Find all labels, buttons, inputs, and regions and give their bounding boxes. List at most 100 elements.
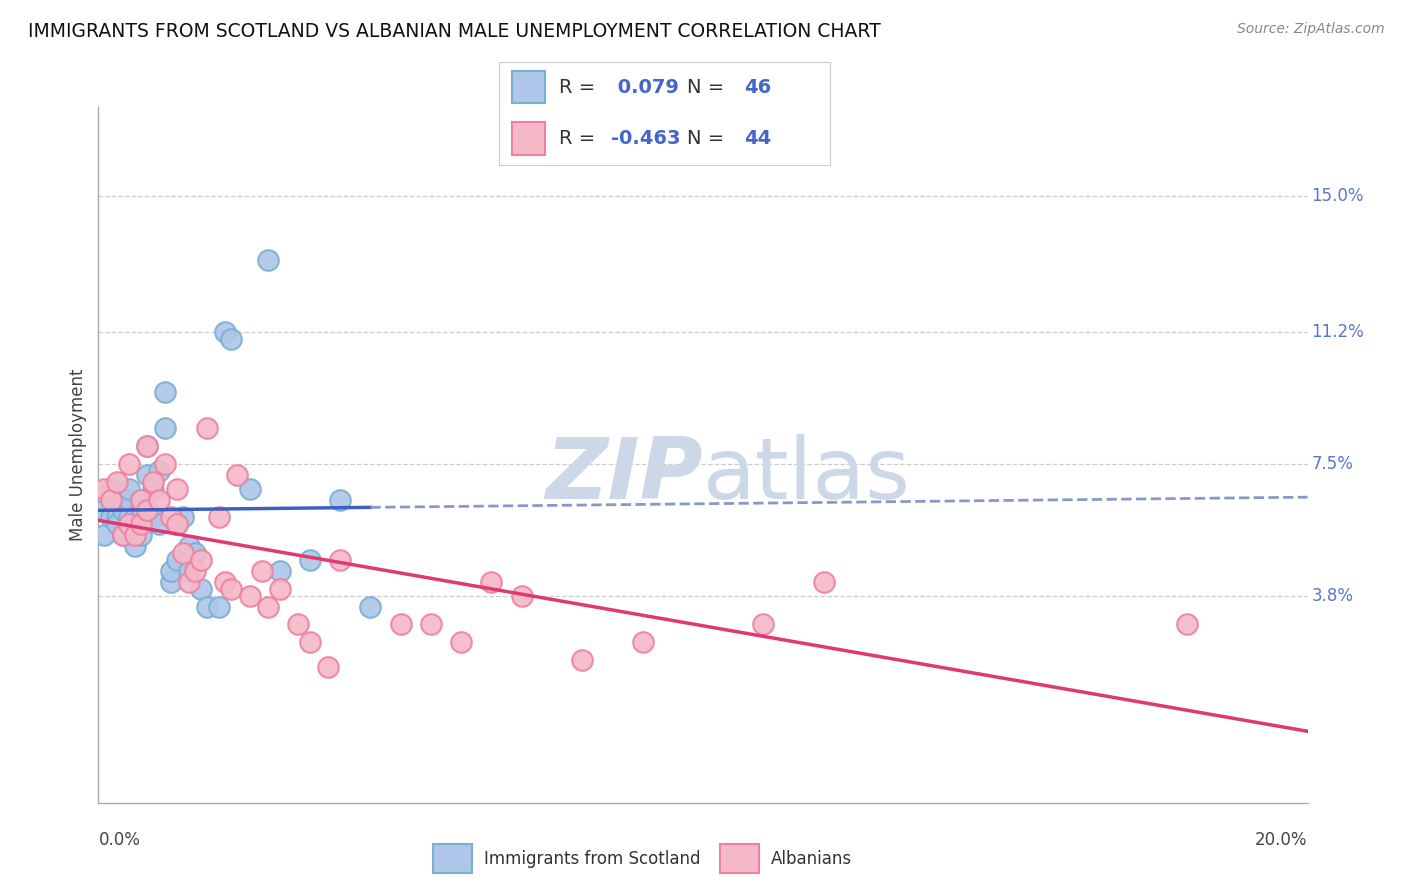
Point (124, 539, 146, 553)
Point (160, 510, 183, 524)
Point (160, 564, 183, 578)
Point (93, 503, 115, 517)
Point (166, 553, 188, 567)
Point (153, 457, 176, 471)
Point (214, 574, 236, 589)
Point (269, 564, 291, 578)
Point (195, 599, 218, 614)
Point (752, 617, 775, 632)
Point (100, 482, 122, 496)
Point (481, 574, 503, 589)
Point (118, 457, 141, 471)
Text: Source: ZipAtlas.com: Source: ZipAtlas.com (1237, 22, 1385, 37)
Y-axis label: Male Unemployment: Male Unemployment (69, 368, 87, 541)
Point (450, 635, 472, 649)
Point (93, 482, 115, 496)
Point (118, 492, 141, 507)
Point (316, 660, 339, 674)
Point (172, 510, 194, 524)
Point (118, 482, 141, 496)
Text: N =: N = (688, 78, 731, 97)
Point (148, 492, 170, 507)
Point (329, 492, 352, 507)
Point (129, 517, 152, 532)
Point (419, 617, 441, 632)
Bar (512, 122, 546, 155)
Point (124, 510, 146, 524)
Point (177, 574, 201, 589)
Text: R =: R = (558, 129, 602, 148)
Point (153, 421, 176, 435)
Text: -0.463: -0.463 (612, 129, 681, 148)
Point (177, 564, 201, 578)
Point (221, 582, 243, 596)
Text: atlas: atlas (703, 434, 911, 517)
Point (148, 464, 170, 478)
Bar (720, 844, 759, 873)
Point (250, 564, 273, 578)
Point (105, 517, 128, 532)
Point (118, 517, 141, 532)
Text: 15.0%: 15.0% (1312, 187, 1364, 205)
Point (124, 521, 146, 535)
Point (118, 517, 141, 532)
Point (148, 517, 170, 532)
Point (190, 553, 212, 567)
Point (135, 467, 157, 482)
Point (184, 564, 207, 578)
Point (142, 510, 165, 524)
Point (166, 482, 188, 496)
Point (166, 517, 188, 532)
Point (100, 492, 122, 507)
Point (329, 553, 352, 567)
Point (239, 589, 262, 603)
Point (105, 475, 128, 489)
Point (184, 546, 207, 560)
Point (190, 582, 212, 596)
Text: 20.0%: 20.0% (1256, 830, 1308, 848)
Point (510, 589, 533, 603)
Point (299, 553, 322, 567)
Point (100, 510, 122, 524)
Point (221, 332, 243, 346)
Point (195, 421, 218, 435)
Point (142, 482, 165, 496)
Point (287, 617, 309, 632)
Point (105, 510, 128, 524)
Bar (512, 70, 546, 103)
Point (129, 492, 152, 507)
Point (111, 503, 134, 517)
Point (571, 653, 593, 667)
Text: 3.8%: 3.8% (1312, 587, 1353, 605)
Text: ZIP: ZIP (546, 434, 703, 517)
Text: 0.0%: 0.0% (98, 830, 141, 848)
Point (256, 253, 278, 268)
Point (226, 467, 249, 482)
Text: Albanians: Albanians (770, 849, 852, 868)
Point (111, 528, 134, 542)
Point (214, 325, 236, 339)
Point (135, 439, 157, 453)
Point (160, 574, 183, 589)
Point (813, 574, 835, 589)
Text: R =: R = (558, 78, 602, 97)
Point (111, 528, 134, 542)
Point (256, 599, 278, 614)
Point (129, 528, 152, 542)
Text: Immigrants from Scotland: Immigrants from Scotland (484, 849, 700, 868)
Point (129, 510, 152, 524)
Point (153, 385, 176, 400)
Point (93, 528, 115, 542)
Text: 44: 44 (744, 129, 770, 148)
Text: 11.2%: 11.2% (1312, 323, 1364, 341)
Text: 0.079: 0.079 (612, 78, 679, 97)
Text: N =: N = (688, 129, 731, 148)
Point (360, 599, 382, 614)
Point (389, 617, 412, 632)
Point (129, 492, 152, 507)
Bar (433, 844, 472, 873)
Point (208, 599, 231, 614)
Point (239, 482, 262, 496)
Point (135, 439, 157, 453)
Point (299, 635, 322, 649)
